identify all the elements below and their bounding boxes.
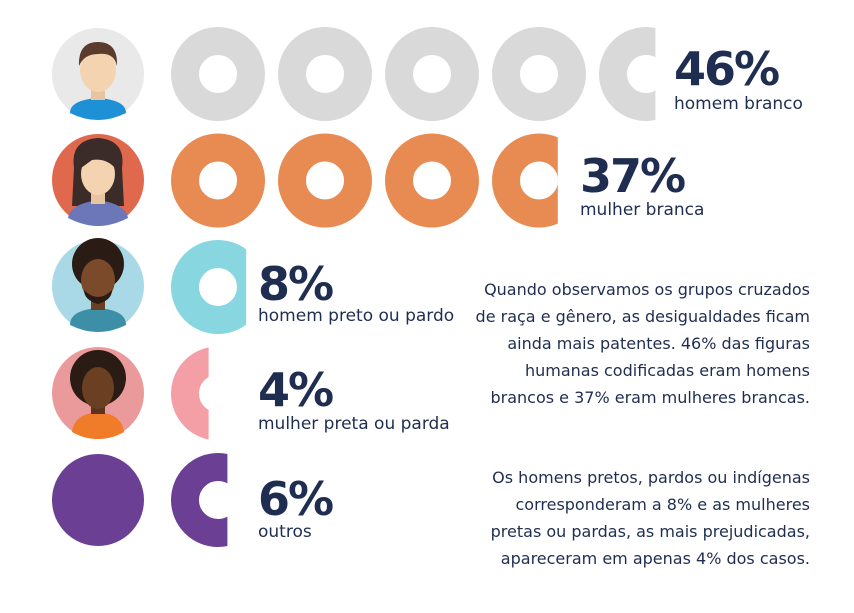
label-homem-branco: homem branco <box>674 94 803 114</box>
ring-2-3 <box>385 133 479 228</box>
black-man-avatar-icon <box>52 238 144 332</box>
ring-3-partial <box>171 240 247 334</box>
ring-2-partial <box>492 133 558 228</box>
white-woman-avatar-icon <box>52 134 144 226</box>
black-woman-avatar-icon <box>52 347 144 439</box>
ring-2-2 <box>278 133 372 228</box>
ring-1-2 <box>278 27 372 121</box>
white-man-avatar-icon <box>52 28 144 120</box>
label-mulher-preta: mulher preta ou parda <box>258 414 450 434</box>
ring-1-partial <box>599 27 656 121</box>
paragraph-1: Quando observamos os grupos cruzados de … <box>475 280 810 407</box>
label-outros: outros <box>258 522 312 542</box>
ring-2-1 <box>171 133 265 228</box>
pct-homem-preto: 8% <box>258 257 334 311</box>
ring-1-4 <box>492 27 586 121</box>
pct-homem-branco: 46% <box>674 42 780 96</box>
pct-mulher-branca: 37% <box>580 149 686 203</box>
pct-outros: 6% <box>258 472 334 526</box>
ring-4-partial <box>171 347 209 440</box>
pct-mulher-preta: 4% <box>258 363 334 417</box>
purple-circle-icon <box>52 454 144 546</box>
ring-5-partial <box>171 453 228 547</box>
label-homem-preto: homem preto ou pardo <box>258 306 455 326</box>
paragraph-2: Os homens pretos, pardos ou indígenas co… <box>490 468 810 568</box>
label-mulher-branca: mulher branca <box>580 200 705 220</box>
ring-1-3 <box>385 27 479 121</box>
ring-1-1 <box>171 27 265 121</box>
